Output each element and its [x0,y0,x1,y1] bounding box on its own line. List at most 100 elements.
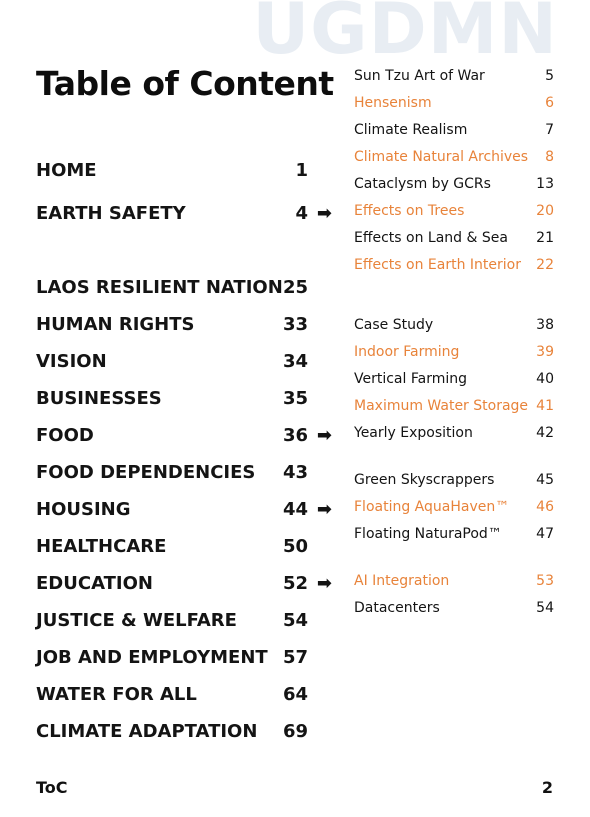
toc-subentry-floating-naturapod[interactable]: Floating NaturaPod™ 47 [354,526,554,546]
footer-section-label: ToC [36,778,68,797]
toc-entry-climate-adaptation[interactable]: CLIMATE ADAPTATION 69 [36,721,332,745]
toc-entry-human-rights[interactable]: HUMAN RIGHTS 33 [36,314,332,338]
toc-entry-water-for-all[interactable]: WATER FOR ALL 64 [36,684,332,708]
toc-subentry-effects-on-trees[interactable]: Effects on Trees 20 [354,203,554,223]
toc-entry-page: 34 [282,351,308,372]
toc-subentry-label: Vertical Farming [354,371,467,387]
toc-subentry-label: Climate Realism [354,122,468,138]
toc-entry-healthcare[interactable]: HEALTHCARE 50 [36,536,332,560]
toc-subentry-page: 6 [545,95,554,111]
toc-subentry-page: 38 [536,317,554,333]
toc-entry-page: 36 [282,425,308,446]
toc-entry-page: 1 [295,160,308,181]
toc-subentry-label: AI Integration [354,573,450,589]
toc-entry-businesses[interactable]: BUSINESSES 35 [36,388,332,412]
toc-entry-label: WATER FOR ALL [36,684,197,705]
toc-entry-label: HOME [36,160,97,181]
toc-entry-vision[interactable]: VISION 34 [36,351,332,375]
toc-entry-page: 52 [282,573,308,594]
toc-subentry-page: 20 [536,203,554,219]
toc-subentry-page: 53 [536,573,554,589]
toc-subentry-yearly-exposition[interactable]: Yearly Exposition 42 [354,425,554,445]
toc-subentry-page: 13 [536,176,554,192]
toc-entry-label: BUSINESSES [36,388,162,409]
toc-subentry-vertical-farming[interactable]: Vertical Farming 40 [354,371,554,391]
toc-entry-label: HEALTHCARE [36,536,167,557]
toc-entry-label: EARTH SAFETY [36,203,186,224]
toc-entry-label: EDUCATION [36,573,153,594]
toc-entry-label: HOUSING [36,499,131,520]
toc-subentry-climate-realism[interactable]: Climate Realism 7 [354,122,554,142]
toc-subentry-page: 40 [536,371,554,387]
toc-subentry-page: 8 [545,149,554,165]
toc-subentry-label: Floating AquaHaven™ [354,499,510,515]
toc-subentry-label: Datacenters [354,600,440,616]
toc-entry-earth-safety[interactable]: EARTH SAFETY 4 ➡ [36,203,332,227]
toc-subentry-label: Green Skyscrappers [354,472,495,488]
watermark: UGDMN [252,0,558,70]
toc-entry-page: 64 [282,684,308,705]
toc-subentry-page: 22 [536,257,554,273]
toc-subentry-label: Maximum Water Storage [354,398,529,414]
toc-subentry-page: 41 [536,398,554,414]
toc-entry-job-and-employment[interactable]: JOB AND EMPLOYMENT 57 [36,647,332,671]
toc-subentry-climate-natural-archives[interactable]: Climate Natural Archives 8 [354,149,554,169]
arrow-right-icon: ➡ [316,203,332,224]
toc-subentry-page: 47 [536,526,554,542]
toc-entry-label: CLIMATE ADAPTATION [36,721,258,742]
toc-subentry-green-skyscrappers[interactable]: Green Skyscrappers 45 [354,472,554,492]
toc-subentry-indoor-farming[interactable]: Indoor Farming 39 [354,344,554,364]
toc-subentry-label: Indoor Farming [354,344,460,360]
toc-entry-page: 44 [282,499,308,520]
toc-entry-label: JUSTICE & WELFARE [36,610,237,631]
toc-subentry-page: 54 [536,600,554,616]
toc-subentry-page: 5 [545,68,554,84]
toc-subentry-label: Hensenism [354,95,432,111]
toc-entry-page: 25 [282,277,308,298]
toc-entry-label: LAOS RESILIENT NATION [36,277,283,298]
toc-entry-page: 4 [295,203,308,224]
arrow-right-icon: ➡ [316,573,332,594]
toc-subentry-label: Effects on Land & Sea [354,230,508,246]
toc-entry-label: JOB AND EMPLOYMENT [36,647,268,668]
toc-subentry-cataclysm[interactable]: Cataclysm by GCRs 13 [354,176,554,196]
toc-subentry-label: Effects on Trees [354,203,465,219]
toc-subentry-sun-tzu[interactable]: Sun Tzu Art of War 5 [354,68,554,88]
toc-subentry-label: Case Study [354,317,434,333]
toc-entry-laos-resilient-nation[interactable]: LAOS RESILIENT NATION 25 [36,277,332,301]
toc-subentry-label: Floating NaturaPod™ [354,526,502,542]
toc-entry-food-dependencies[interactable]: FOOD DEPENDENCIES 43 [36,462,332,486]
toc-subentry-hensenism[interactable]: Hensenism 6 [354,95,554,115]
toc-subentry-label: Climate Natural Archives [354,149,529,165]
toc-subentry-ai-integration[interactable]: AI Integration 53 [354,573,554,593]
toc-entry-education[interactable]: EDUCATION 52 ➡ [36,573,332,597]
toc-subentry-effects-on-land-sea[interactable]: Effects on Land & Sea 21 [354,230,554,250]
toc-subentry-page: 42 [536,425,554,441]
toc-subentry-case-study[interactable]: Case Study 38 [354,317,554,337]
toc-subentry-page: 21 [536,230,554,246]
toc-entry-home[interactable]: HOME 1 [36,160,332,184]
toc-entry-justice-welfare[interactable]: JUSTICE & WELFARE 54 [36,610,332,634]
toc-subentry-page: 46 [536,499,554,515]
toc-entry-housing[interactable]: HOUSING 44 ➡ [36,499,332,523]
toc-entry-food[interactable]: FOOD 36 ➡ [36,425,332,449]
toc-subentry-page: 39 [536,344,554,360]
toc-subentry-label: Cataclysm by GCRs [354,176,491,192]
toc-subentry-datacenters[interactable]: Datacenters 54 [354,600,554,620]
toc-entry-page: 33 [282,314,308,335]
toc-entry-page: 35 [282,388,308,409]
toc-entry-page: 43 [282,462,308,483]
toc-subentry-label: Effects on Earth Interior [354,257,521,273]
toc-subentry-floating-aquahaven[interactable]: Floating AquaHaven™ 46 [354,499,554,519]
page-title: Table of Content [36,64,334,103]
toc-entry-label: FOOD DEPENDENCIES [36,462,256,483]
toc-entry-page: 69 [282,721,308,742]
toc-entry-label: FOOD [36,425,94,446]
toc-entry-page: 57 [282,647,308,668]
arrow-right-icon: ➡ [316,499,332,520]
toc-subentry-maximum-water-storage[interactable]: Maximum Water Storage 41 [354,398,554,418]
arrow-right-icon: ➡ [316,425,332,446]
toc-subentry-page: 45 [536,472,554,488]
footer-page-number: 2 [541,778,553,797]
toc-subentry-effects-on-earth-interior[interactable]: Effects on Earth Interior 22 [354,257,554,277]
